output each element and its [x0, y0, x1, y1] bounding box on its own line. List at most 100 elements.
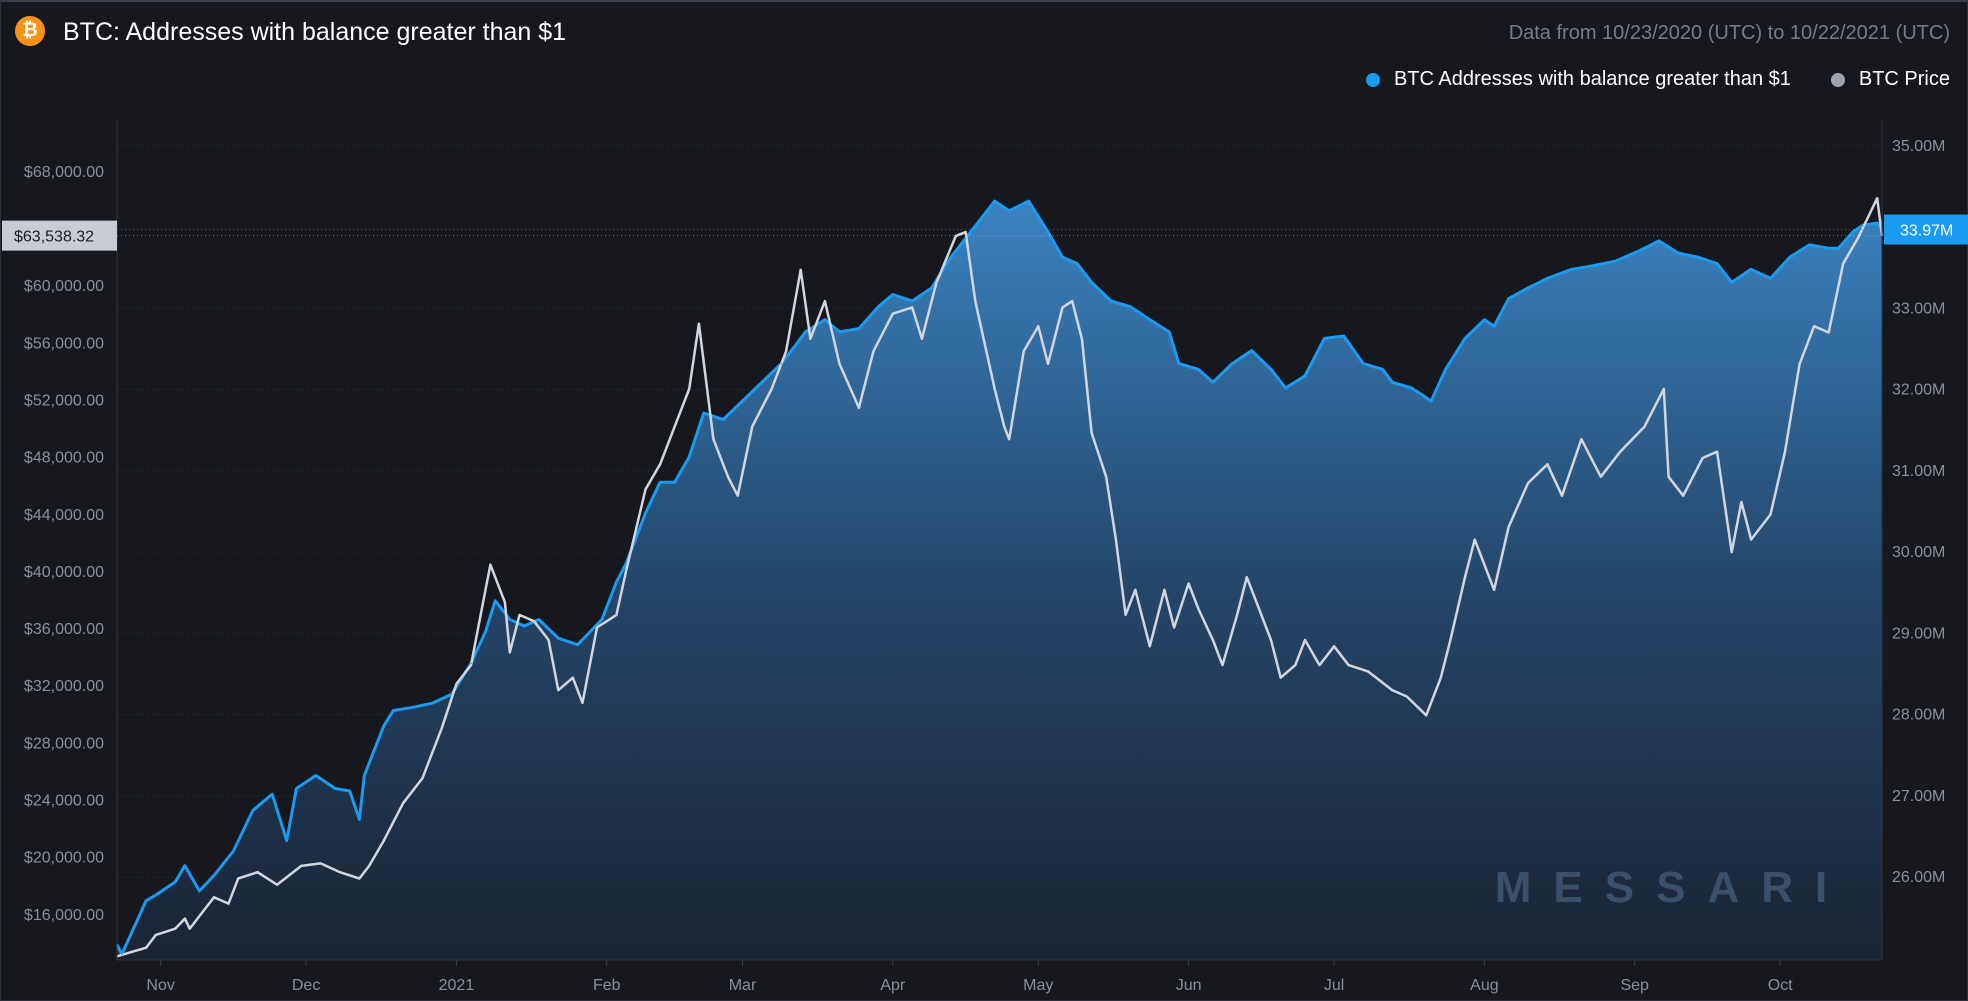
left-tick-label: $56,000.00 [24, 335, 104, 352]
price-point [1236, 614, 1238, 616]
addresses-point [121, 953, 123, 956]
addresses-point [1231, 362, 1234, 365]
x-tick-label: May [1023, 977, 1053, 994]
price-point [1842, 262, 1845, 265]
price-point [339, 871, 341, 873]
price-point [1507, 526, 1510, 528]
price-point [470, 664, 472, 666]
addresses-point [1342, 335, 1345, 337]
addresses-point [761, 381, 763, 384]
price-point [1081, 337, 1083, 340]
price-point [1798, 363, 1801, 365]
price-point [358, 877, 361, 880]
addresses-point [251, 809, 254, 812]
left-tick-label: $68,000.00 [24, 164, 104, 181]
price-point [1662, 388, 1665, 390]
price-point [1124, 614, 1127, 616]
left-tick-label: $20,000.00 [24, 850, 104, 867]
price-point [1003, 425, 1006, 428]
price-point [1037, 325, 1040, 328]
addresses-point [184, 864, 186, 867]
price-point [1643, 425, 1646, 428]
price-point [421, 777, 424, 779]
price-point [1090, 432, 1093, 434]
addresses-point [358, 818, 361, 821]
addresses-point [271, 793, 273, 796]
addresses-point [824, 318, 826, 321]
addresses-point [1090, 281, 1093, 284]
addresses-point [1716, 262, 1718, 265]
addresses-point [557, 637, 560, 640]
x-tick-label: Sep [1620, 977, 1649, 994]
left-tick-label: $16,000.00 [24, 907, 104, 924]
legend-item-price[interactable]: BTC Price [1830, 68, 1950, 91]
left-tick-label: $44,000.00 [24, 507, 104, 524]
addresses-point [702, 412, 705, 414]
addresses-point [688, 456, 690, 458]
left-tick-label: $60,000.00 [24, 278, 104, 295]
addresses-point [1808, 244, 1811, 246]
price-point [1008, 438, 1010, 440]
addresses-point [838, 331, 841, 333]
price-point [712, 438, 715, 440]
left-tick-label: $28,000.00 [24, 735, 104, 752]
price-point [1134, 588, 1137, 591]
addresses-point [1129, 305, 1132, 308]
legend-dot-icon [1830, 72, 1845, 87]
price-point [518, 614, 521, 616]
left-tick-label: $52,000.00 [24, 392, 104, 409]
price-point [596, 626, 598, 629]
current-price-label: $63,538.32 [14, 229, 94, 246]
price-point [1493, 588, 1495, 591]
price-point [145, 946, 147, 949]
addresses-point [795, 344, 797, 346]
right-tick-label: 31.00M [1892, 463, 1945, 480]
addresses-point [154, 894, 157, 896]
price-point [213, 896, 215, 899]
price-point [455, 683, 458, 685]
left-tick-label: $48,000.00 [24, 450, 104, 467]
price-point [1406, 695, 1408, 698]
legend-item-addresses[interactable]: BTC Addresses with balance greater than … [1365, 68, 1791, 91]
price-point [1750, 538, 1752, 541]
x-tick-label: 2021 [439, 977, 475, 994]
addresses-point [174, 881, 176, 883]
addresses-point [1391, 381, 1394, 384]
price-point [974, 300, 977, 302]
addresses-point [213, 874, 215, 877]
price-point [1682, 494, 1684, 497]
addresses-point [1178, 362, 1180, 365]
current-addresses-label: 33.97M [1900, 223, 1953, 240]
addresses-point [1149, 318, 1151, 321]
price-point [184, 917, 186, 920]
addresses-point [285, 839, 288, 842]
addresses-point [1362, 362, 1364, 365]
price-point [799, 268, 802, 271]
price-point [300, 865, 303, 867]
price-point [1294, 664, 1297, 666]
addresses-point [1061, 256, 1064, 258]
price-point [644, 488, 647, 491]
addresses-point [1212, 381, 1214, 384]
addresses-point [198, 890, 201, 892]
price-point [1667, 476, 1670, 478]
addresses-point [1769, 277, 1772, 280]
addresses-point [964, 237, 967, 240]
price-point [1333, 645, 1335, 648]
legend-dot-icon [1365, 72, 1380, 87]
addresses-point [1614, 260, 1617, 262]
right-tick-label: 30.00M [1892, 544, 1945, 561]
addresses-point [1546, 277, 1549, 280]
addresses-point [508, 618, 511, 621]
addresses-point [911, 300, 914, 302]
addresses-point [334, 787, 337, 790]
price-point [1187, 582, 1190, 585]
addresses-point [930, 287, 933, 289]
price-point [1473, 538, 1476, 541]
price-point [1784, 450, 1786, 453]
messari-watermark: MESSARI [1495, 863, 1849, 912]
addresses-point [1876, 222, 1878, 224]
addresses-point [1250, 349, 1253, 352]
price-point [1318, 664, 1321, 666]
